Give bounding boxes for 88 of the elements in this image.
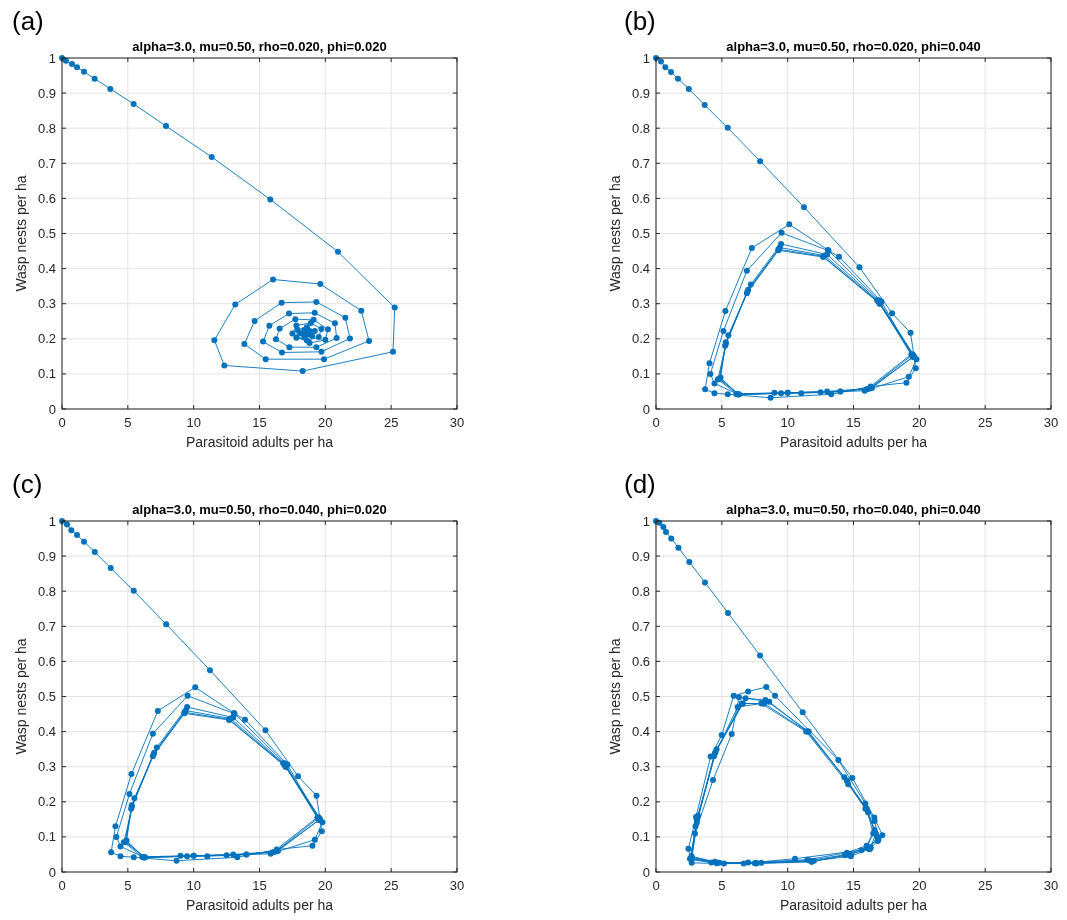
y-tick-label: 1 (642, 513, 650, 529)
x-tick-label: 10 (186, 878, 201, 893)
y-tick-label: 0 (642, 864, 650, 880)
y-tick-label: 1 (48, 513, 56, 529)
x-tick-label: 25 (977, 878, 993, 893)
y-tick-label: 0.1 (631, 829, 650, 845)
y-tick-label: 1 (642, 50, 650, 66)
text: (a) (12, 6, 44, 36)
y-tick-label: 0.3 (631, 759, 650, 775)
y-tick-label: 0.8 (631, 583, 650, 599)
x-axis-title: Parasitoid adults per ha (185, 434, 334, 450)
y-tick-label: 0.7 (37, 618, 56, 634)
y-tick-label: 0.8 (37, 583, 56, 599)
x-tick-label: 10 (780, 415, 795, 430)
x-tick-label: 30 (449, 415, 465, 430)
x-axis-title: Parasitoid adults per ha (779, 434, 928, 450)
y-tick-label: 0 (642, 401, 650, 417)
y-axis-title: Wasp nests per ha (13, 638, 29, 755)
y-tick-label: 0.5 (37, 689, 56, 704)
x-tick-label: 20 (318, 415, 333, 430)
x-tick-label: 0 (652, 415, 660, 430)
y-tick-label: 0.7 (631, 618, 650, 634)
x-axis-title: Parasitoid adults per ha (779, 897, 928, 913)
x-tick-label: 30 (449, 878, 465, 893)
x-tick-label: 15 (846, 415, 861, 430)
x-tick-label: 15 (252, 878, 267, 893)
y-tick-label: 0.2 (631, 794, 650, 810)
x-tick-label: 5 (718, 878, 726, 893)
chart-title: alpha=3.0, mu=0.50, rho=0.040, phi=0.020 (132, 502, 387, 517)
x-axis-title: Parasitoid adults per ha (185, 897, 334, 913)
text: (c) (12, 469, 43, 499)
y-tick-label: 0.7 (631, 155, 650, 171)
x-tick-label: 0 (58, 878, 66, 893)
x-tick-label: 30 (1043, 878, 1059, 893)
y-tick-label: 0.4 (37, 261, 56, 277)
chart-title: alpha=3.0, mu=0.50, rho=0.020, phi=0.040 (726, 39, 981, 54)
y-tick-label: 0.9 (631, 85, 650, 101)
x-tick-label: 25 (977, 415, 993, 430)
x-tick-label: 0 (652, 878, 660, 893)
x-tick-label: 5 (718, 415, 726, 430)
x-tick-label: 15 (846, 878, 861, 893)
y-tick-label: 0.7 (37, 155, 56, 171)
text: (b) (624, 6, 656, 36)
y-tick-label: 0.4 (631, 724, 650, 740)
x-tick-label: 30 (1043, 415, 1059, 430)
x-tick-label: 20 (912, 415, 927, 430)
x-tick-label: 20 (318, 878, 333, 893)
text: (d) (624, 469, 656, 499)
y-axis-title: Wasp nests per ha (607, 638, 623, 755)
y-tick-label: 0.8 (37, 120, 56, 136)
y-tick-label: 0.2 (631, 331, 650, 347)
y-tick-label: 0.6 (37, 653, 56, 669)
y-tick-label: 0.9 (631, 548, 650, 564)
y-axis-title: Wasp nests per ha (607, 175, 623, 292)
y-tick-label: 0.4 (631, 261, 650, 277)
y-tick-label: 0.9 (37, 548, 56, 564)
y-tick-label: 0.5 (631, 226, 650, 241)
x-tick-label: 25 (383, 415, 399, 430)
chart-title: alpha=3.0, mu=0.50, rho=0.040, phi=0.040 (726, 502, 981, 517)
y-tick-label: 0.6 (631, 190, 650, 206)
x-tick-label: 10 (780, 878, 795, 893)
y-tick-label: 0.9 (37, 85, 56, 101)
x-tick-label: 5 (124, 878, 132, 893)
y-tick-label: 0.1 (631, 366, 650, 382)
x-tick-label: 25 (383, 878, 399, 893)
y-tick-label: 0.3 (631, 296, 650, 312)
y-tick-label: 0.8 (631, 120, 650, 136)
y-tick-label: 0.6 (631, 653, 650, 669)
x-tick-label: 20 (912, 878, 927, 893)
x-tick-label: 5 (124, 415, 132, 430)
chart-title: alpha=3.0, mu=0.50, rho=0.020, phi=0.020 (132, 39, 387, 54)
y-tick-label: 1 (48, 50, 56, 66)
y-tick-label: 0.5 (37, 226, 56, 241)
x-tick-label: 0 (58, 415, 66, 430)
x-tick-label: 10 (186, 415, 201, 430)
y-tick-label: 0.5 (631, 689, 650, 704)
y-tick-label: 0.1 (37, 829, 56, 845)
y-tick-label: 0 (48, 864, 56, 880)
y-axis-title: Wasp nests per ha (13, 175, 29, 292)
y-tick-label: 0.3 (37, 296, 56, 312)
y-tick-label: 0 (48, 401, 56, 417)
y-tick-label: 0.2 (37, 331, 56, 347)
y-tick-label: 0.1 (37, 366, 56, 382)
y-tick-label: 0.6 (37, 190, 56, 206)
y-tick-label: 0.2 (37, 794, 56, 810)
y-tick-label: 0.3 (37, 759, 56, 775)
y-tick-label: 0.4 (37, 724, 56, 740)
x-tick-label: 15 (252, 415, 267, 430)
